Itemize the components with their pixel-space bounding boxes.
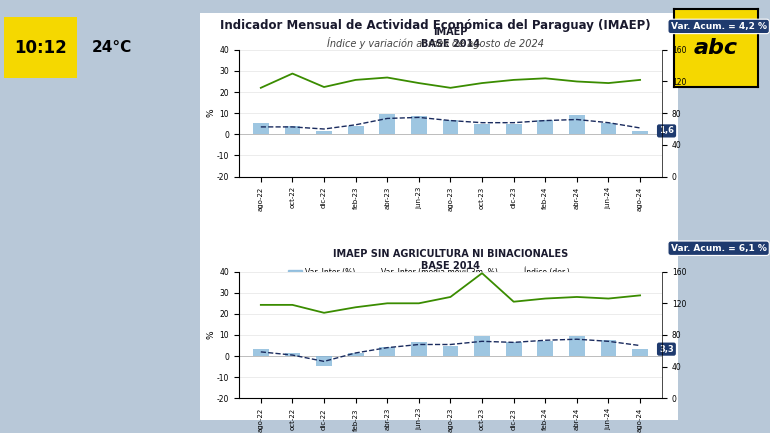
Bar xyxy=(632,349,648,356)
Text: 1,6: 1,6 xyxy=(659,126,674,136)
Text: 24°C: 24°C xyxy=(92,40,132,55)
Y-axis label: %: % xyxy=(206,331,215,339)
Bar xyxy=(411,343,427,356)
Bar xyxy=(285,126,300,134)
Bar xyxy=(474,124,490,134)
Bar xyxy=(537,120,553,134)
Bar xyxy=(348,126,363,134)
Text: Indicador Mensual de Actividad Económica del Paraguay (IMAEP): Indicador Mensual de Actividad Económica… xyxy=(219,19,651,32)
Bar xyxy=(569,336,584,356)
Text: abc: abc xyxy=(694,38,738,58)
Text: Var. Acum. = 4,2 %: Var. Acum. = 4,2 % xyxy=(671,22,767,31)
Bar xyxy=(569,115,584,134)
Bar xyxy=(380,346,395,356)
Bar xyxy=(537,341,553,356)
Bar xyxy=(474,336,490,356)
Title: IMAEP
BASE 2014: IMAEP BASE 2014 xyxy=(421,27,480,49)
Bar xyxy=(601,340,616,356)
Legend: Var. Inter (%), Var. Inter (media móvil 3m, %), Índice (der.): Var. Inter (%), Var. Inter (media móvil … xyxy=(286,265,573,281)
Bar xyxy=(506,124,521,134)
Title: IMAEP SIN AGRICULTURA NI BINACIONALES
BASE 2014: IMAEP SIN AGRICULTURA NI BINACIONALES BA… xyxy=(333,249,568,271)
Text: Var. Acum. = 6,1 %: Var. Acum. = 6,1 % xyxy=(671,244,767,253)
Text: 10:12: 10:12 xyxy=(14,39,67,57)
Bar xyxy=(506,343,521,356)
Text: 3,3: 3,3 xyxy=(659,345,674,354)
Text: Índice y variación al mes de agosto de 2024: Índice y variación al mes de agosto de 2… xyxy=(326,37,544,49)
Bar xyxy=(601,123,616,134)
Bar xyxy=(253,123,269,134)
Bar xyxy=(316,131,332,134)
Bar xyxy=(443,346,458,356)
Bar xyxy=(632,131,648,134)
Bar xyxy=(411,116,427,134)
Bar xyxy=(348,353,363,356)
Bar xyxy=(253,349,269,356)
Bar xyxy=(316,356,332,365)
Bar xyxy=(380,114,395,134)
Bar xyxy=(285,353,300,356)
Bar xyxy=(443,120,458,134)
Y-axis label: %: % xyxy=(206,109,215,117)
